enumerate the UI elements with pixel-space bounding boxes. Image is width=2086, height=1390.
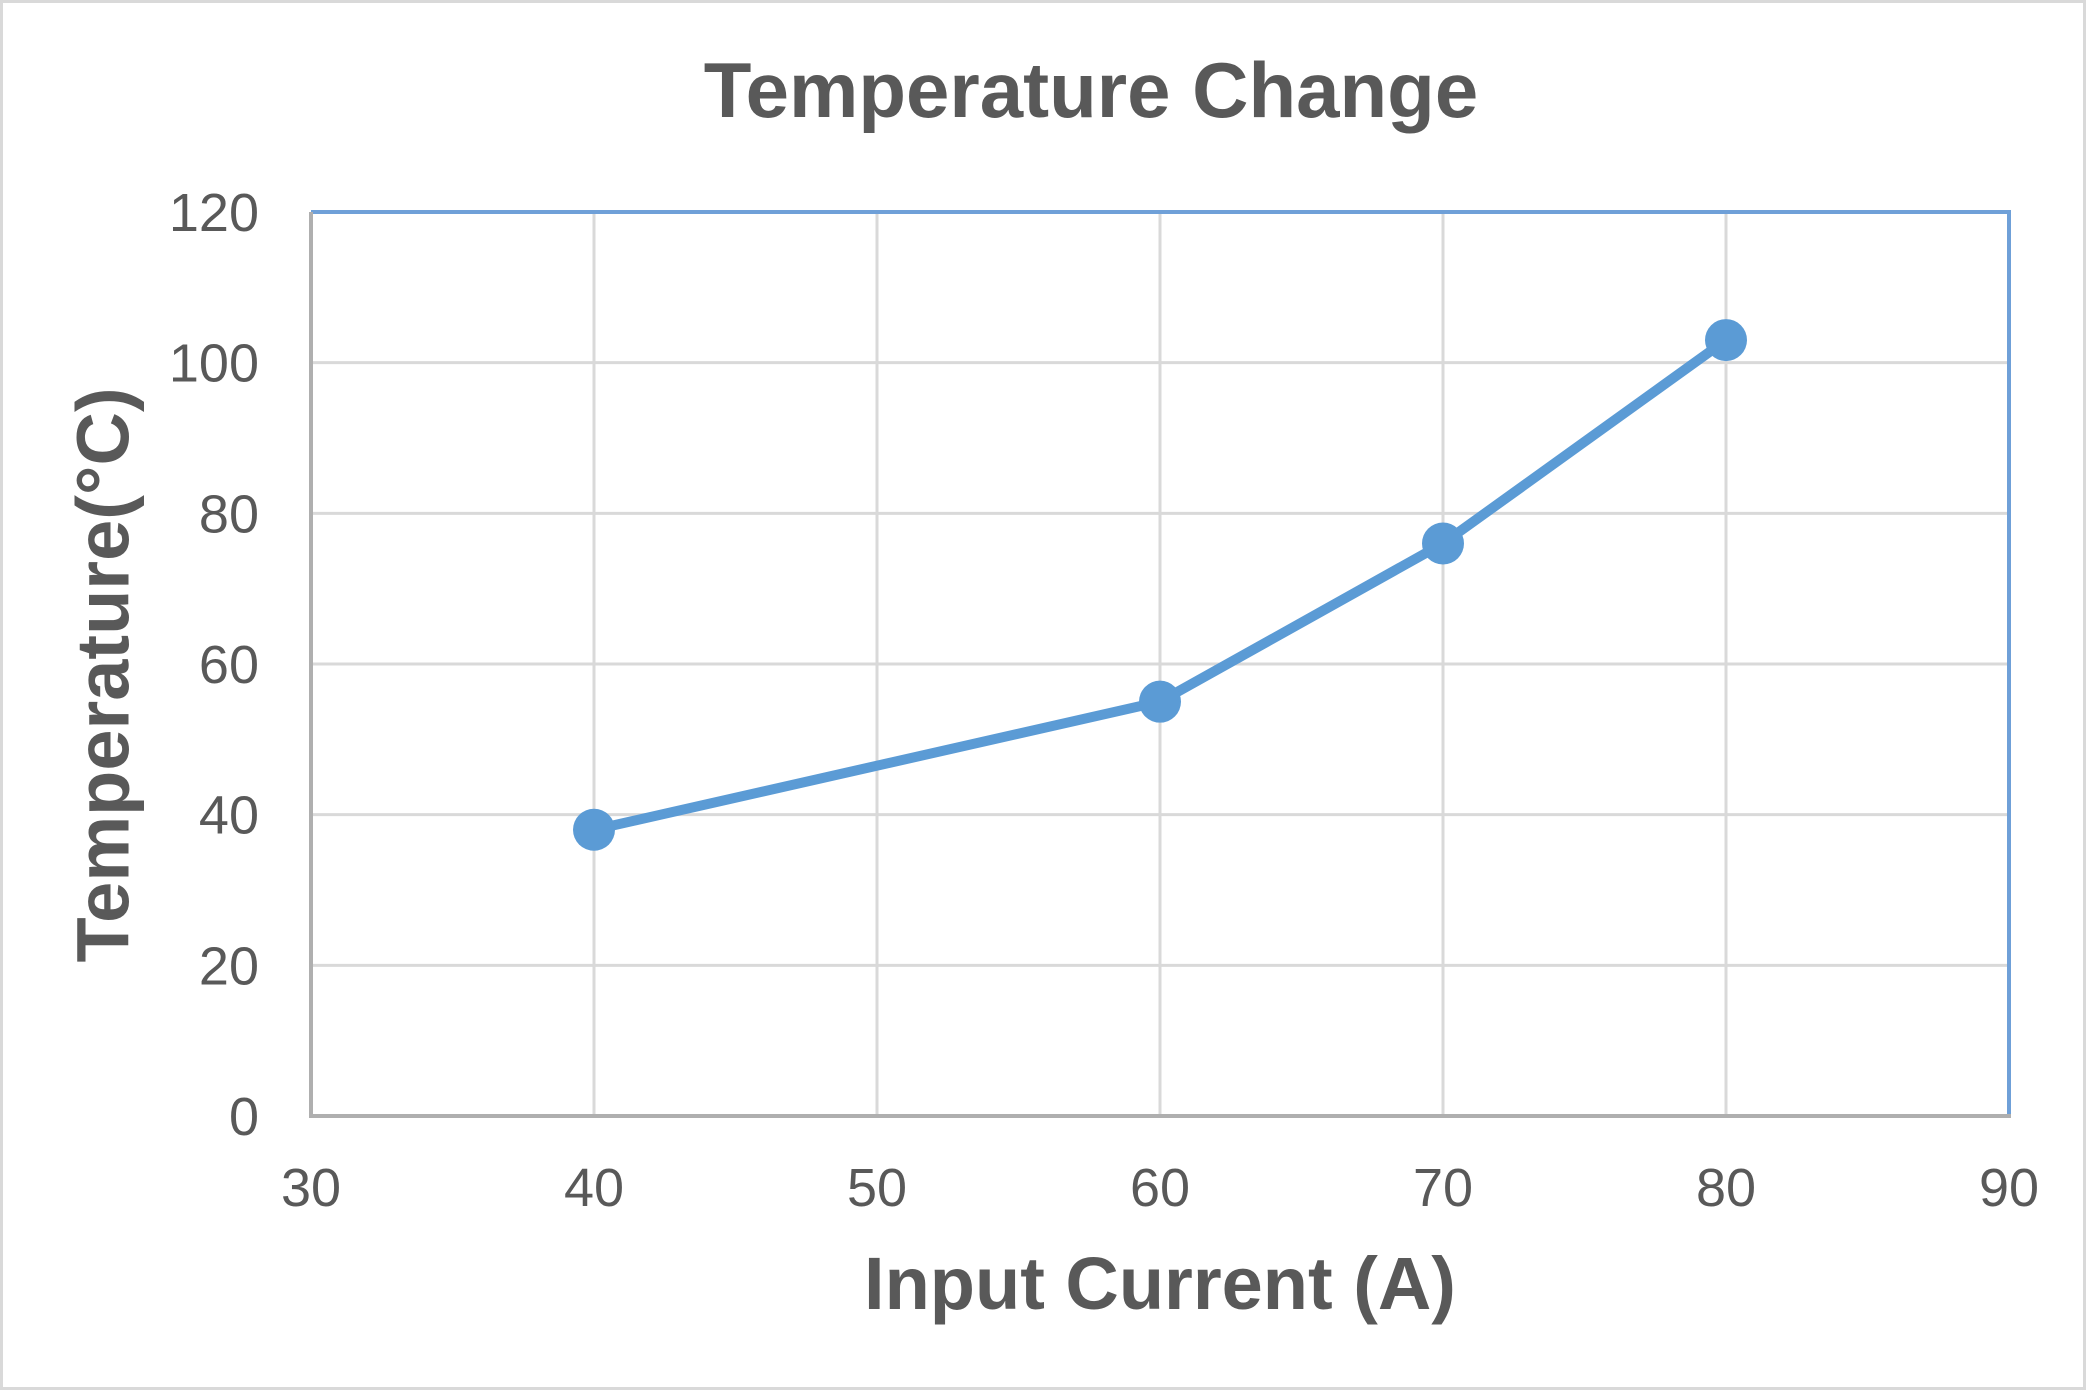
x-tick-label: 40 bbox=[564, 1158, 624, 1218]
x-tick-label: 50 bbox=[847, 1158, 907, 1218]
data-point bbox=[1139, 680, 1181, 723]
x-tick-label: 70 bbox=[1413, 1158, 1473, 1218]
x-tick-label: 90 bbox=[1979, 1158, 2039, 1218]
y-tick-label: 0 bbox=[229, 1087, 259, 1147]
x-tick-label: 30 bbox=[281, 1158, 341, 1218]
x-axis-title: Input Current (A) bbox=[864, 1242, 1456, 1325]
x-tick-label: 60 bbox=[1130, 1158, 1190, 1218]
y-tick-label: 80 bbox=[199, 484, 259, 544]
y-tick-label: 40 bbox=[199, 786, 259, 846]
y-tick-label: 60 bbox=[199, 635, 259, 695]
chart-title: Temperature Change bbox=[703, 46, 1479, 134]
data-line bbox=[589, 335, 1731, 835]
plot-area: 0 20 40 60 80 100 120 30 40 50 60 70 80 90 bbox=[169, 183, 2039, 1218]
data-point bbox=[1422, 522, 1464, 565]
y-tick-label: 100 bbox=[169, 334, 259, 394]
data-point bbox=[1705, 319, 1747, 362]
y-tick-label: 20 bbox=[199, 936, 259, 996]
y-tick-label: 120 bbox=[169, 183, 259, 243]
y-axis-title: Temperature(°C) bbox=[61, 387, 145, 963]
data-point bbox=[573, 808, 615, 851]
x-tick-label: 80 bbox=[1696, 1158, 1756, 1218]
